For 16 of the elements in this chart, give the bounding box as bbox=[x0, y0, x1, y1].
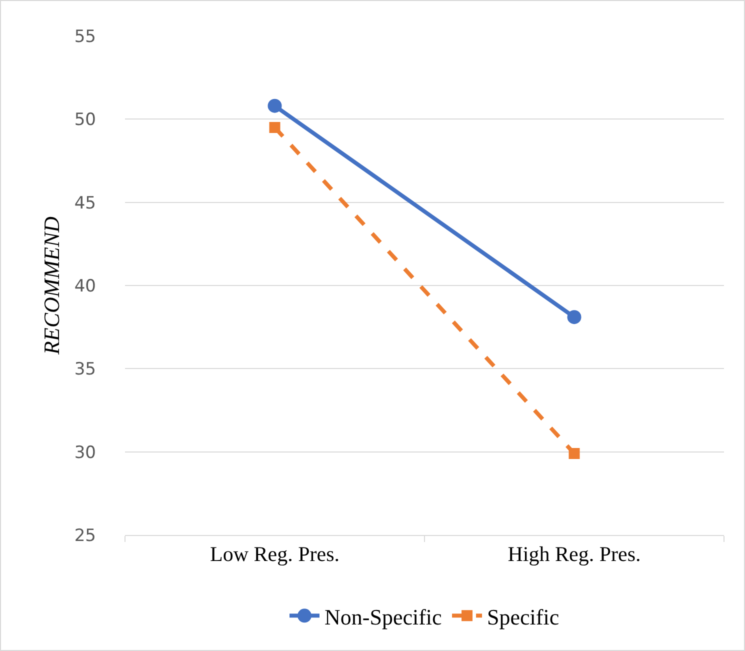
y-tick-label: 55 bbox=[74, 26, 96, 47]
y-tick-label: 35 bbox=[74, 360, 96, 380]
point bbox=[568, 448, 580, 459]
point bbox=[268, 98, 282, 113]
legend-label: Non-Specific bbox=[324, 604, 442, 630]
x-tick-label: Low Reg. Pres. bbox=[210, 542, 340, 566]
y-tick-label: 30 bbox=[74, 442, 96, 463]
point bbox=[269, 122, 280, 133]
point bbox=[567, 310, 582, 324]
legend-label: Specific bbox=[487, 604, 560, 630]
y-tick-label: 40 bbox=[74, 276, 96, 296]
y-tick-label: 50 bbox=[74, 110, 96, 130]
y-tick-label: 25 bbox=[74, 526, 96, 546]
y-tick-label: 45 bbox=[74, 193, 96, 214]
x-tick-label: High Reg. Pres. bbox=[508, 542, 641, 566]
y-axis-title: RECOMMEND bbox=[39, 216, 64, 356]
